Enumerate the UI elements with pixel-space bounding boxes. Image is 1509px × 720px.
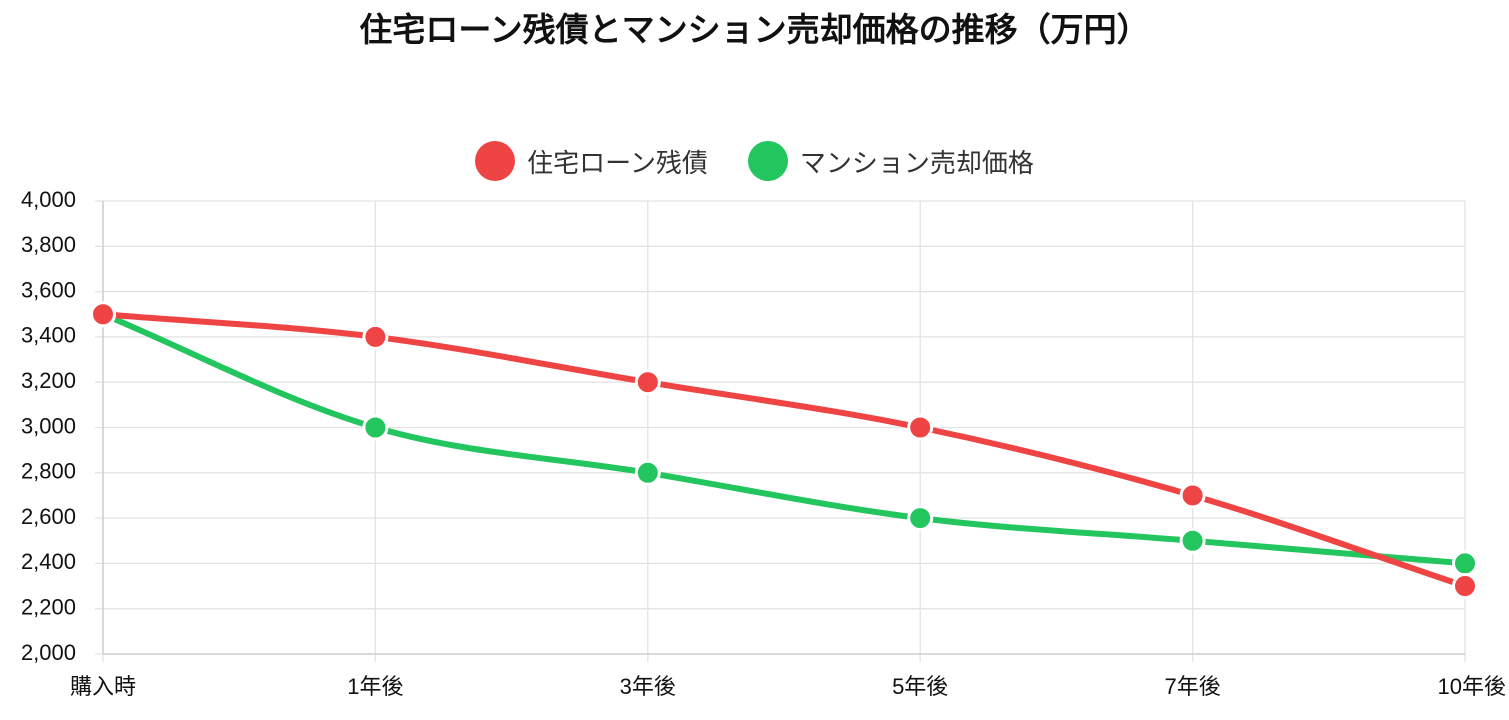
data-point-sale-price [1452,550,1478,577]
data-point-loan-balance [1452,573,1478,600]
x-tick-label: 10年後 [1438,674,1506,699]
y-tick-label: 3,800 [21,232,76,257]
data-point-loan-balance [634,369,661,396]
data-point-loan-balance [90,301,116,328]
x-tick-label: 3年後 [620,674,676,699]
data-point-loan-balance [1179,482,1206,509]
chart-title: 住宅ローン残債とマンション売却価格の推移（万円） [359,10,1150,49]
legend-label-sale-price: マンション売却価格 [799,148,1034,179]
x-tick-label: 7年後 [1164,674,1220,699]
x-tick-label: 購入時 [70,674,136,699]
y-tick-label: 3,600 [21,277,76,302]
legend-label-loan-balance: 住宅ローン残債 [527,148,708,179]
y-tick-label: 2,400 [21,549,76,574]
data-point-sale-price [907,505,934,532]
legend-swatch-sale-price [747,141,788,181]
y-tick-label: 4,000 [21,187,76,212]
y-tick-label: 3,400 [21,323,76,348]
y-tick-label: 2,200 [21,595,76,620]
y-tick-label: 2,600 [21,504,76,529]
legend-item-sale-price[interactable]: マンション売却価格 [747,141,1034,181]
y-tick-label: 3,200 [21,368,76,393]
y-tick-label: 2,000 [21,640,76,665]
data-point-loan-balance [362,323,389,350]
y-tick-label: 3,000 [21,413,76,438]
legend-swatch-loan-balance [475,141,516,181]
data-point-sale-price [1179,527,1206,554]
x-tick-label: 1年後 [347,674,403,699]
y-tick-label: 2,800 [21,459,76,484]
data-point-sale-price [634,459,661,486]
data-point-loan-balance [907,414,934,441]
legend-item-loan-balance[interactable]: 住宅ローン残債 [475,141,708,181]
series-line-loan-balance [100,311,1468,590]
data-point-sale-price [362,414,389,441]
legend: 住宅ローン残債 マンション売却価格 [0,138,1509,184]
x-tick-label: 5年後 [892,674,948,699]
series-line-sale-price [100,311,1468,567]
